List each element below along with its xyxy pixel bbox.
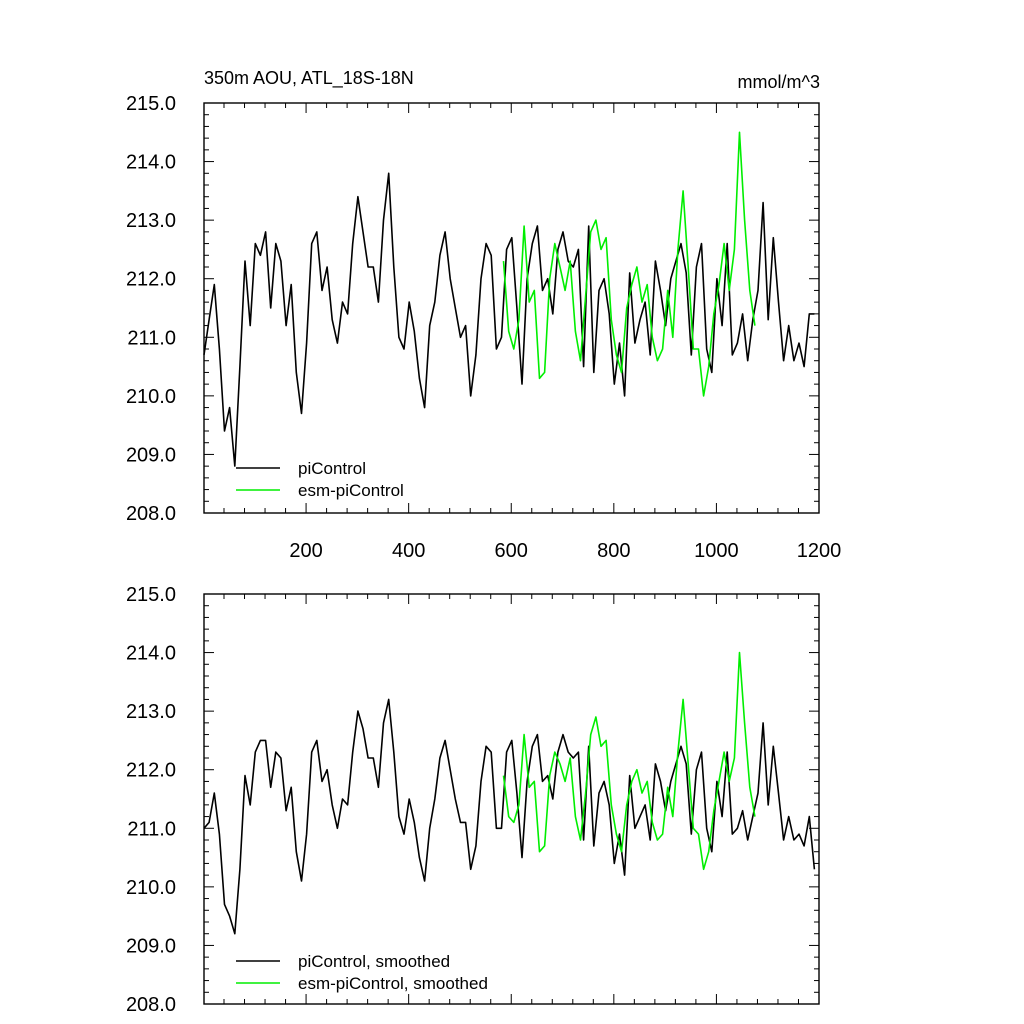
y-tick-label: 214.0 xyxy=(126,152,176,174)
series-line-esm-picontrol-smoothed xyxy=(502,651,756,871)
x-tick-label: 1000 xyxy=(694,540,739,562)
x-tick-label: 400 xyxy=(392,540,425,562)
y-tick-label: 212.0 xyxy=(126,269,176,291)
legend-label-esm-picontrol: esm-piControl xyxy=(298,481,404,500)
y-tick-labels: 208.0 209.0 210.0 211.0 212.0 213.0 214.0 215.0 xyxy=(126,93,176,525)
chart-title: 350m AOU, ATL_18S-18N xyxy=(204,68,414,89)
y-tick-label: 215.0 xyxy=(126,584,176,606)
plot-frame xyxy=(203,102,820,514)
y-tick-label: 210.0 xyxy=(126,877,176,899)
series-line-esm-picontrol xyxy=(502,131,756,397)
y-tick-label: 208.0 xyxy=(126,503,176,525)
y-tick-label: 214.0 xyxy=(126,643,176,665)
x-tick-labels: 200 400 600 800 1000 1200 xyxy=(289,540,841,562)
series-line-picontrol xyxy=(203,172,815,467)
legend-label-picontrol-smoothed: piControl, smoothed xyxy=(298,952,450,971)
series-lines xyxy=(203,131,815,467)
legend: piControl, smoothed esm-piControl, smoot… xyxy=(236,952,488,993)
y-tick-label: 209.0 xyxy=(126,935,176,957)
plot-frame xyxy=(203,593,820,1005)
legend: piControl esm-piControl xyxy=(236,459,404,500)
x-tick-label: 600 xyxy=(495,540,528,562)
legend-label-picontrol: piControl xyxy=(298,459,366,478)
x-tick-label: 800 xyxy=(597,540,630,562)
legend-label-esm-picontrol-smoothed: esm-piControl, smoothed xyxy=(298,974,488,993)
x-tick-label: 200 xyxy=(289,540,322,562)
series-line-picontrol-smoothed xyxy=(203,698,816,935)
y-tick-label: 211.0 xyxy=(127,327,176,349)
y-tick-label: 209.0 xyxy=(126,444,176,466)
top-panel: 350m AOU, ATL_18S-18N mmol/m^3 208.0 209.… xyxy=(126,68,841,562)
y-tick-label: 213.0 xyxy=(126,210,176,232)
units-label: mmol/m^3 xyxy=(738,72,820,92)
y-tick-label: 213.0 xyxy=(126,701,176,723)
y-tick-label: 215.0 xyxy=(126,93,176,115)
y-tick-labels: 208.0 209.0 210.0 211.0 212.0 213.0 214.0 215.0 xyxy=(126,584,176,1016)
y-tick-label: 208.0 xyxy=(126,994,176,1016)
y-tick-label: 210.0 xyxy=(126,386,176,408)
series-lines xyxy=(203,651,816,935)
y-tick-label: 211.0 xyxy=(127,818,176,840)
x-tick-label: 1200 xyxy=(797,540,842,562)
bottom-panel: 208.0 209.0 210.0 211.0 212.0 213.0 214.0 215.0… xyxy=(126,584,820,1016)
y-tick-label: 212.0 xyxy=(126,760,176,782)
axis-ticks xyxy=(204,593,820,1005)
axis-ticks xyxy=(204,102,820,514)
